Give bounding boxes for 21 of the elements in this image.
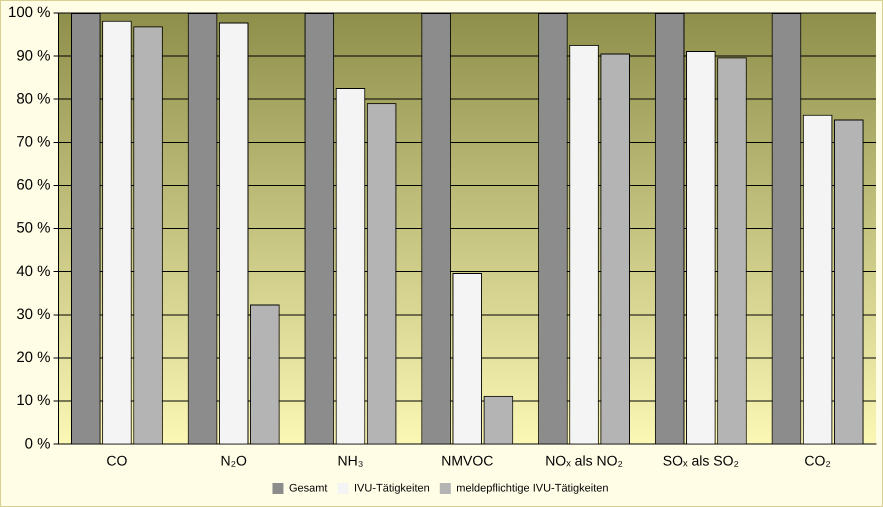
y-tick-label: 0 % (24, 435, 51, 452)
y-tick-label: 20 % (16, 349, 51, 366)
x-tick-label: CO (106, 452, 128, 468)
y-tick-label: 90 % (16, 47, 51, 64)
x-tick-label: SOₓ als SO₂ (662, 452, 739, 468)
y-tick-label: 60 % (16, 176, 51, 194)
x-tick-label: CO₂ (804, 452, 831, 468)
x-tick-label: N₂O (220, 452, 248, 468)
y-tick-label: 70 % (16, 134, 51, 150)
legend-label: Gesamt (288, 482, 328, 495)
y-tick-label: 50 % (16, 220, 51, 237)
y-tick-label: 40 % (16, 262, 51, 280)
y-tick-label: 80 % (16, 90, 51, 108)
x-tick-label: NH₃ (338, 452, 364, 468)
legend-label: meldepflichtige IVU-Tätigkeiten (456, 482, 609, 495)
y-tick-label: 30 % (16, 306, 51, 323)
x-tick-label: NMVOC (441, 452, 494, 468)
legend-label: IVU-Tätigkeiten (354, 482, 430, 495)
x-tick-label: NOₓ als NO₂ (545, 452, 623, 468)
y-tick-label: 10 % (16, 392, 51, 410)
y-tick-label: 100 % (8, 4, 51, 22)
